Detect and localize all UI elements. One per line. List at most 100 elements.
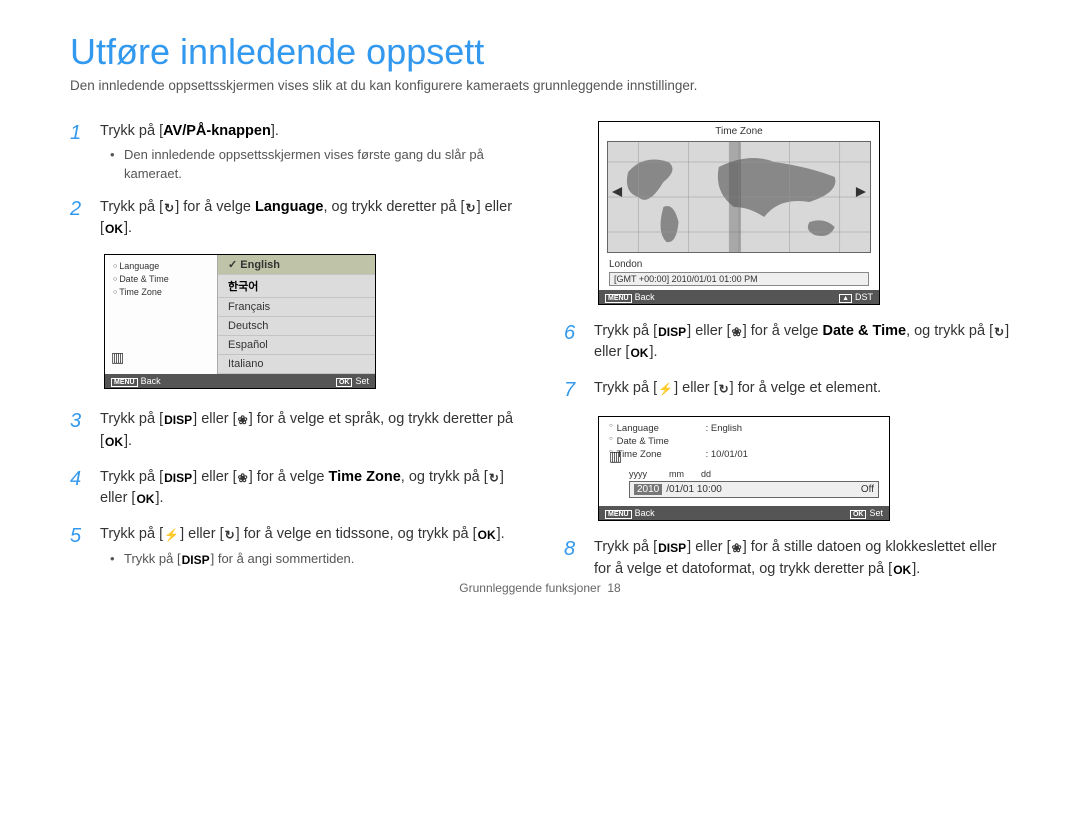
ok-icon: OK xyxy=(892,564,912,576)
footer-page: 18 xyxy=(607,581,620,595)
text: ] for å velge xyxy=(743,323,823,339)
ok-key: OK xyxy=(850,510,867,519)
text: Trykk på [ xyxy=(594,380,657,396)
back-label: Back xyxy=(141,376,161,386)
value: : English xyxy=(706,423,742,434)
timer-icon: ↻ xyxy=(718,383,730,395)
datetime-screen: Language: English Date & Time Time Zone:… xyxy=(598,416,890,521)
date-entry[interactable]: yyyy mm dd 2010 /01/01 10:00 Off xyxy=(629,469,879,498)
text: Trykk på [ xyxy=(594,323,657,339)
disp-icon: DISP xyxy=(181,554,211,566)
timezone-screen: Time Zone xyxy=(598,121,880,305)
step-7: 7 Trykk på [⚡] eller [↻] for å velge et … xyxy=(564,378,1010,402)
year-selected[interactable]: 2010 xyxy=(634,484,662,495)
ok-icon: OK xyxy=(629,347,649,359)
step-body: Trykk på [DISP] eller [❀] for å velge et… xyxy=(100,409,516,453)
date-header: yyyy mm dd xyxy=(629,469,879,479)
menu-item[interactable]: Time Zone xyxy=(113,287,209,297)
timer-icon: ↻ xyxy=(488,472,500,484)
hdr-m: mm xyxy=(669,469,695,479)
menu-key: MENU xyxy=(605,294,632,303)
menu-item[interactable]: Date & Time xyxy=(113,274,209,284)
ok-icon: OK xyxy=(135,493,155,505)
up-key: ▲ xyxy=(839,294,852,303)
step-number: 3 xyxy=(70,409,90,453)
tz-gmt: [GMT +00:00] 2010/01/01 01:00 PM xyxy=(609,272,869,286)
step-body: Trykk på [↻] for å velge Language, og tr… xyxy=(100,197,516,241)
page-footer: Grunnleggende funksjoner 18 xyxy=(0,581,1080,595)
bold-text: AV/PÅ-knappen xyxy=(163,123,271,139)
page-subtitle: Den innledende oppsettsskjermen vises sl… xyxy=(70,78,1010,93)
back-label: Back xyxy=(635,292,655,302)
label: Date & Time xyxy=(617,436,702,447)
set-label: Set xyxy=(355,376,369,386)
hdr-y: yyyy xyxy=(629,469,663,479)
step-body: Trykk på [DISP] eller [❀] for å velge Ti… xyxy=(100,467,516,511)
text: ]. xyxy=(271,123,279,139)
text: ] for å velge en tidssone, og trykk på [ xyxy=(236,526,477,542)
text: ] eller [ xyxy=(687,323,731,339)
step-6: 6 Trykk på [DISP] eller [❀] for å velge … xyxy=(564,321,1010,365)
disp-icon: DISP xyxy=(163,414,193,426)
lang-option[interactable]: 한국어 xyxy=(218,275,375,298)
step-number: 5 xyxy=(70,524,90,568)
left-column: 1 Trykk på [AV/PÅ-knappen]. Den innleden… xyxy=(70,121,516,595)
ok-icon: OK xyxy=(477,529,497,541)
text: ] for å angi sommertiden. xyxy=(211,551,355,566)
lang-option[interactable]: Italiano xyxy=(218,355,375,374)
ok-icon: OK xyxy=(104,223,124,235)
text: Trykk på [ xyxy=(124,551,181,566)
text: Trykk på [ xyxy=(100,123,163,139)
footer-label: Grunnleggende funksjoner xyxy=(459,581,600,595)
flash-icon: ⚡ xyxy=(657,383,674,395)
lang-option[interactable]: Español xyxy=(218,336,375,355)
step-body: Trykk på [⚡] eller [↻] for å velge en ti… xyxy=(100,524,516,568)
columns: 1 Trykk på [AV/PÅ-knappen]. Den innleden… xyxy=(70,121,1010,595)
step-body: Trykk på [DISP] eller [❀] for å velge Da… xyxy=(594,321,1010,365)
lang-option[interactable]: Deutsch xyxy=(218,317,375,336)
macro-icon: ❀ xyxy=(731,542,743,554)
disp-icon: DISP xyxy=(163,472,193,484)
step-body: Trykk på [AV/PÅ-knappen]. Den innledende… xyxy=(100,121,516,183)
date-values[interactable]: 2010 /01/01 10:00 Off xyxy=(629,481,879,498)
lang-option[interactable]: Français xyxy=(218,298,375,317)
rest: /01/01 10:00 xyxy=(666,484,722,495)
text: Trykk på [ xyxy=(100,469,163,485)
disp-icon: DISP xyxy=(657,542,687,554)
bullet: Den innledende oppsettsskjermen vises fø… xyxy=(114,146,516,182)
timer-icon: ↻ xyxy=(224,529,236,541)
text: ] eller [ xyxy=(180,526,224,542)
bold-text: Time Zone xyxy=(329,469,401,485)
text: Trykk på [ xyxy=(100,199,163,215)
tz-title: Time Zone xyxy=(599,122,879,141)
text: ] for å velge xyxy=(175,199,255,215)
lang-option-selected[interactable]: English xyxy=(218,255,375,275)
step-4: 4 Trykk på [DISP] eller [❀] for å velge … xyxy=(70,467,516,511)
right-column: Time Zone xyxy=(564,121,1010,595)
menu-key: MENU xyxy=(605,510,632,519)
text: , og trykk på [ xyxy=(401,469,488,485)
options-panel: English 한국어 Français Deutsch Español Ita… xyxy=(217,255,375,374)
macro-icon: ❀ xyxy=(731,326,743,338)
label: Language xyxy=(617,423,702,434)
manual-page: Utføre innledende oppsett Den innledende… xyxy=(0,0,1080,615)
step-number: 7 xyxy=(564,378,584,402)
dt-row: Language : English xyxy=(609,423,879,434)
menu-item[interactable]: Language xyxy=(113,261,209,271)
map-svg xyxy=(608,142,870,252)
tz-location: London xyxy=(599,259,879,270)
timer-icon: ↻ xyxy=(993,326,1005,338)
text: Trykk på [ xyxy=(594,539,657,555)
menu-panel: Language Date & Time Time Zone ▥ xyxy=(105,255,217,374)
step-1: 1 Trykk på [AV/PÅ-knappen]. Den innleden… xyxy=(70,121,516,183)
disp-icon: DISP xyxy=(657,326,687,338)
bullet: Trykk på [DISP] for å angi sommertiden. xyxy=(114,550,516,568)
menu-key: MENU xyxy=(111,378,138,387)
set-label: Set xyxy=(869,508,883,518)
macro-icon: ❀ xyxy=(237,414,249,426)
text: ] eller [ xyxy=(193,411,237,427)
screen-footer: MENUBack OKSet xyxy=(599,506,889,520)
language-screen: Language Date & Time Time Zone ▥ English… xyxy=(104,254,376,389)
timer-icon: ↻ xyxy=(163,202,175,214)
text: Trykk på [ xyxy=(100,411,163,427)
